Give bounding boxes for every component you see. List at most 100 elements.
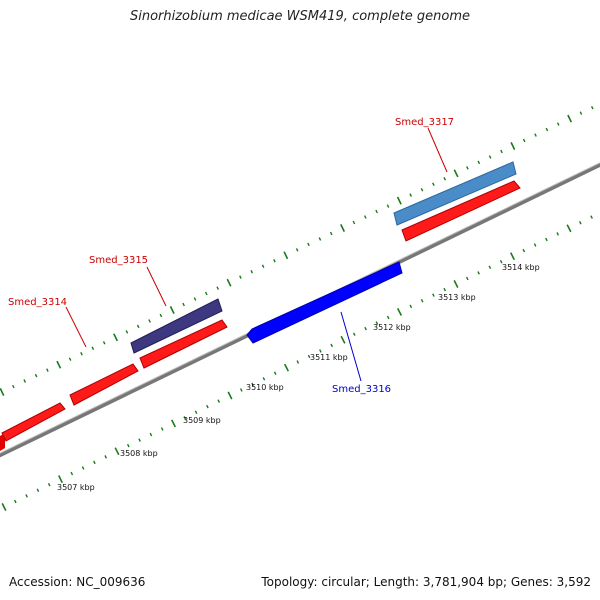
major-tick <box>226 278 232 287</box>
minor-tick <box>262 377 266 381</box>
major-tick <box>170 419 177 428</box>
minor-tick <box>102 341 106 345</box>
accession-label: Accession: NC_009636 <box>9 575 146 589</box>
minor-tick <box>193 297 197 301</box>
cds-arrow[interactable] <box>69 363 139 406</box>
minor-tick <box>251 382 254 387</box>
minor-tick <box>126 443 130 448</box>
lower-tick-track <box>1 215 593 511</box>
minor-tick <box>46 368 49 372</box>
cds-arrow[interactable] <box>1 402 66 442</box>
minor-tick <box>533 243 537 247</box>
minor-tick <box>206 404 209 409</box>
minor-tick <box>307 242 310 247</box>
major-tick <box>56 360 62 369</box>
minor-tick <box>296 360 300 364</box>
minor-tick <box>352 332 356 336</box>
minor-tick <box>432 182 435 187</box>
major-tick <box>396 307 403 316</box>
minor-tick <box>477 160 481 165</box>
minor-tick <box>318 237 322 241</box>
minor-tick <box>363 215 367 219</box>
major-tick <box>340 224 346 232</box>
minor-tick <box>477 271 480 275</box>
minor-tick <box>409 304 413 309</box>
minor-tick <box>159 313 163 318</box>
minor-tick <box>80 351 83 356</box>
minor-tick <box>488 155 492 159</box>
minor-tick <box>183 416 187 420</box>
minor-tick <box>91 346 95 351</box>
minor-tick <box>466 166 469 170</box>
major-tick <box>453 169 459 178</box>
major-tick <box>114 447 120 456</box>
major-tick <box>227 391 233 400</box>
major-tick <box>567 114 573 123</box>
minor-tick <box>13 499 17 504</box>
minor-tick <box>47 482 51 487</box>
minor-tick <box>499 259 503 264</box>
major-tick <box>1 503 7 511</box>
gene-label-smed-3317: Smed_3317 <box>395 117 454 128</box>
topology-label: Topology: circular; Length: 3,781,904 bp… <box>261 575 591 589</box>
minor-tick <box>182 302 185 307</box>
minor-tick <box>545 127 549 132</box>
minor-tick <box>138 438 141 442</box>
cds-arrow[interactable] <box>139 319 228 369</box>
cds-arrow[interactable] <box>401 180 521 242</box>
minor-tick <box>409 193 413 197</box>
minor-tick <box>160 427 164 431</box>
minor-tick <box>443 287 447 292</box>
major-tick <box>510 142 516 150</box>
minor-tick <box>273 259 276 263</box>
major-tick <box>509 252 516 261</box>
minor-tick <box>295 248 299 252</box>
major-tick <box>340 335 346 344</box>
minor-tick <box>148 319 151 323</box>
major-tick <box>566 224 572 233</box>
minor-tick <box>578 220 582 225</box>
minor-tick <box>25 494 28 498</box>
gene-label-smed-3315: Smed_3315 <box>89 255 148 266</box>
gene-label-smed-3316: Smed_3316 <box>332 384 391 395</box>
minor-tick <box>579 111 583 115</box>
minor-tick <box>194 410 198 415</box>
minor-tick <box>375 209 378 214</box>
upper-tick-track <box>0 105 594 396</box>
major-tick <box>113 333 119 342</box>
major-tick <box>283 251 289 260</box>
gene-label-smed-3314: Smed_3314 <box>8 297 67 308</box>
minor-tick <box>590 105 594 110</box>
minor-tick <box>149 432 153 437</box>
minor-tick <box>36 488 40 493</box>
minor-tick <box>364 326 367 331</box>
minor-tick <box>375 321 379 325</box>
map-title: Sinorhizobium medicae WSM419, complete g… <box>129 9 471 24</box>
major-tick <box>453 280 459 288</box>
gene-smed-3316[interactable] <box>246 261 403 344</box>
major-tick <box>283 363 290 372</box>
gene-smed-3315[interactable] <box>130 298 223 354</box>
minor-tick <box>261 264 265 269</box>
gene-smed-3317[interactable] <box>393 161 517 226</box>
minor-tick <box>352 220 356 225</box>
minor-tick <box>68 357 72 361</box>
major-tick <box>57 475 64 484</box>
minor-tick <box>420 187 424 192</box>
minor-tick <box>204 291 208 296</box>
cds-track <box>0 180 521 451</box>
minor-tick <box>556 122 560 126</box>
minor-tick <box>556 232 560 236</box>
minor-tick <box>465 276 469 281</box>
minor-tick <box>432 293 435 297</box>
minor-tick <box>125 330 129 334</box>
minor-tick <box>23 379 27 383</box>
minor-tick <box>500 149 503 154</box>
minor-tick <box>329 231 333 236</box>
major-tick <box>0 388 5 396</box>
minor-tick <box>34 373 38 378</box>
minor-tick <box>386 315 390 320</box>
minor-tick <box>420 298 424 303</box>
scale-label: 3514 kbp <box>502 263 540 272</box>
